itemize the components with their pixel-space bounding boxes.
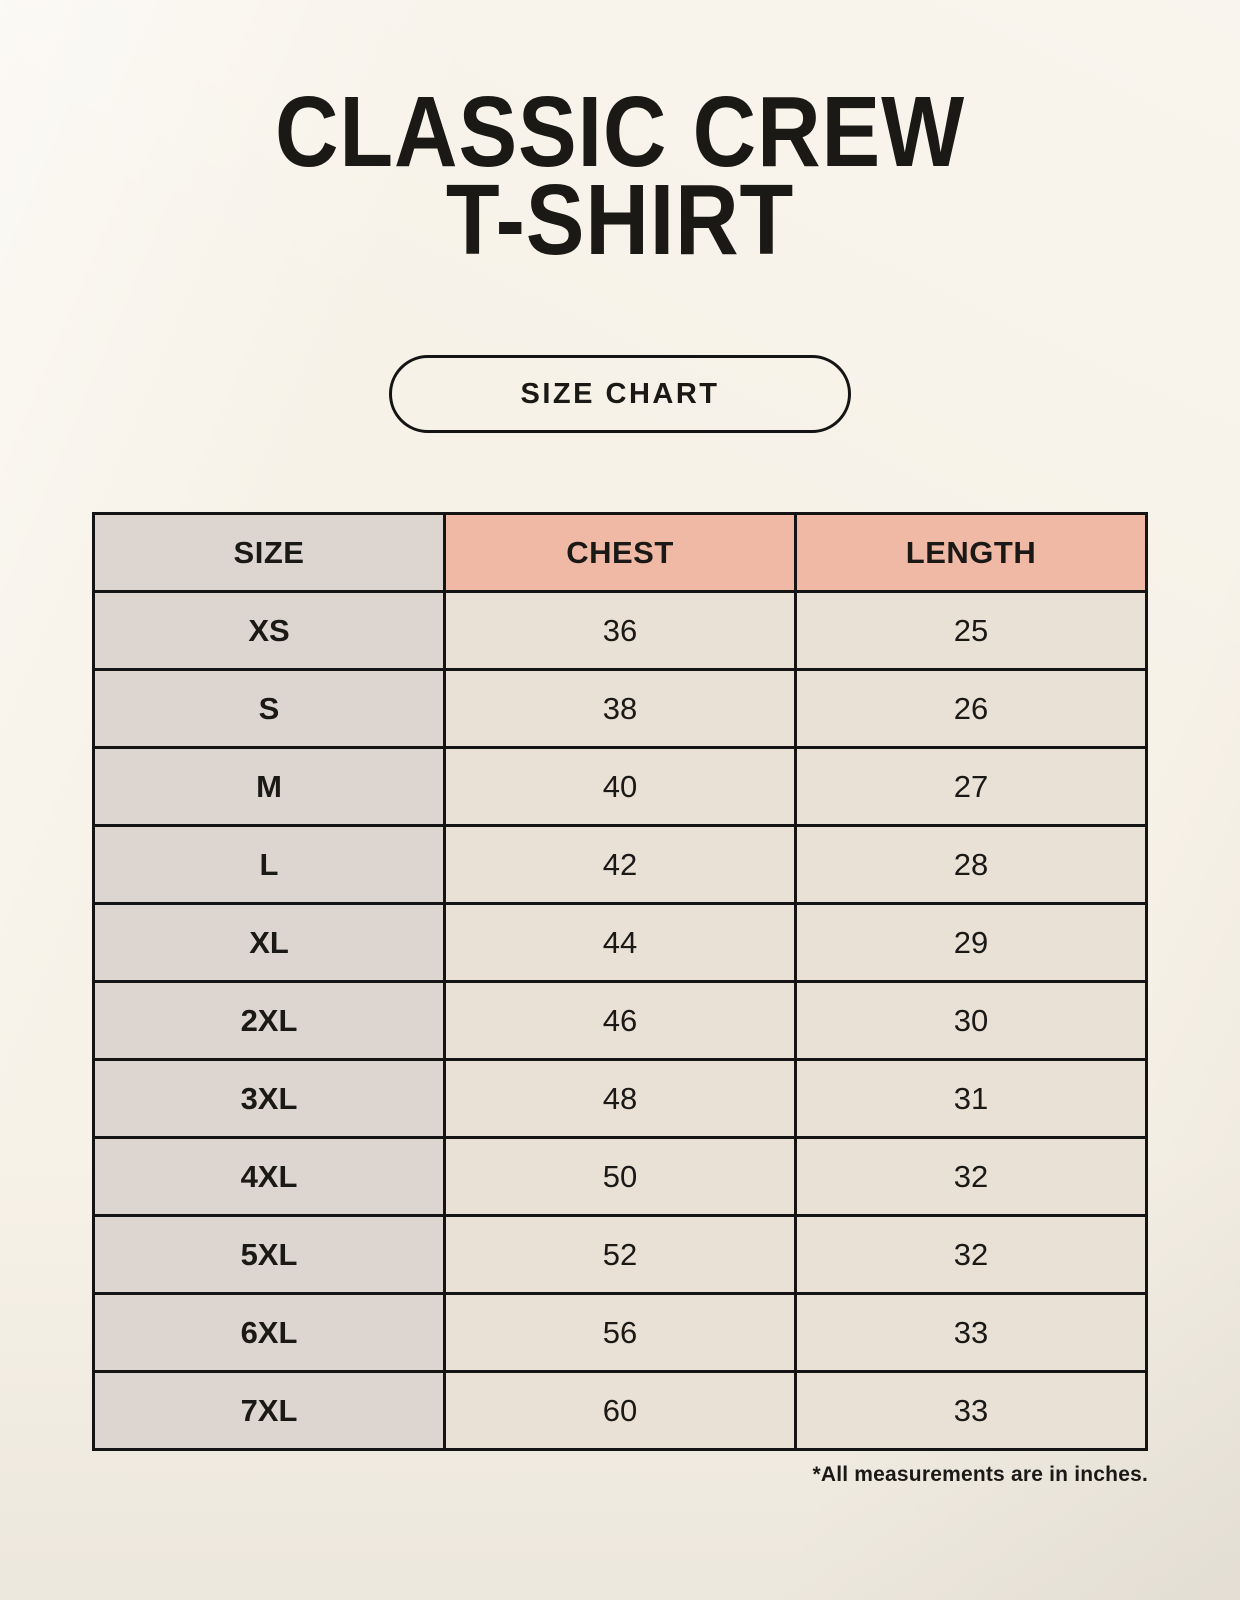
column-header-chest: CHEST — [443, 512, 797, 593]
header-row: SIZE CHEST LENGTH — [92, 512, 1148, 593]
chest-value: 44 — [443, 902, 797, 983]
chest-value: 38 — [443, 668, 797, 749]
page-title-line2: T-SHIRT — [445, 164, 795, 276]
table-row: 5XL 52 32 — [92, 1214, 1148, 1295]
size-label: XL — [92, 902, 446, 983]
length-value: 32 — [794, 1214, 1148, 1295]
chest-value: 60 — [443, 1370, 797, 1451]
table-row: XL 44 29 — [92, 902, 1148, 983]
column-header-length: LENGTH — [794, 512, 1148, 593]
length-value: 31 — [794, 1058, 1148, 1139]
size-label: S — [92, 668, 446, 749]
column-header-size: SIZE — [92, 512, 446, 593]
length-value: 33 — [794, 1370, 1148, 1451]
chest-value: 50 — [443, 1136, 797, 1217]
chest-value: 40 — [443, 746, 797, 827]
chest-value: 52 — [443, 1214, 797, 1295]
table-row: 2XL 46 30 — [92, 980, 1148, 1061]
size-label: XS — [92, 590, 446, 671]
size-label: 4XL — [92, 1136, 446, 1217]
size-label: 7XL — [92, 1370, 446, 1451]
size-label: L — [92, 824, 446, 905]
chest-value: 36 — [443, 590, 797, 671]
table-row: L 42 28 — [92, 824, 1148, 905]
size-chart-badge-label: SIZE CHART — [520, 377, 720, 410]
length-value: 28 — [794, 824, 1148, 905]
measurements-note: *All measurements are in inches. — [812, 1463, 1148, 1486]
length-value: 33 — [794, 1292, 1148, 1373]
length-value: 29 — [794, 902, 1148, 983]
table-row: M 40 27 — [92, 746, 1148, 827]
chest-value: 48 — [443, 1058, 797, 1139]
size-label: 5XL — [92, 1214, 446, 1295]
size-table: SIZE CHEST LENGTH XS 36 25 S 38 26 M 40 … — [92, 512, 1148, 1451]
table-row: XS 36 25 — [92, 590, 1148, 671]
size-label: 2XL — [92, 980, 446, 1061]
table-row: 6XL 56 33 — [92, 1292, 1148, 1373]
size-label: 3XL — [92, 1058, 446, 1139]
length-value: 25 — [794, 590, 1148, 671]
table-row: S 38 26 — [92, 668, 1148, 749]
page-title: CLASSIC CREW T-SHIRT — [74, 0, 1165, 270]
length-value: 27 — [794, 746, 1148, 827]
size-chart-badge[interactable]: SIZE CHART — [389, 355, 851, 433]
length-value: 26 — [794, 668, 1148, 749]
table-row: 7XL 60 33 — [92, 1370, 1148, 1451]
chest-value: 56 — [443, 1292, 797, 1373]
size-label: 6XL — [92, 1292, 446, 1373]
page-title-line1: CLASSIC CREW — [274, 76, 966, 188]
size-table-header: SIZE CHEST LENGTH — [92, 512, 1148, 593]
size-table-body: XS 36 25 S 38 26 M 40 27 L 42 28 XL 44 2… — [92, 590, 1148, 1451]
length-value: 30 — [794, 980, 1148, 1061]
table-row: 4XL 50 32 — [92, 1136, 1148, 1217]
chest-value: 46 — [443, 980, 797, 1061]
table-row: 3XL 48 31 — [92, 1058, 1148, 1139]
length-value: 32 — [794, 1136, 1148, 1217]
chest-value: 42 — [443, 824, 797, 905]
size-label: M — [92, 746, 446, 827]
